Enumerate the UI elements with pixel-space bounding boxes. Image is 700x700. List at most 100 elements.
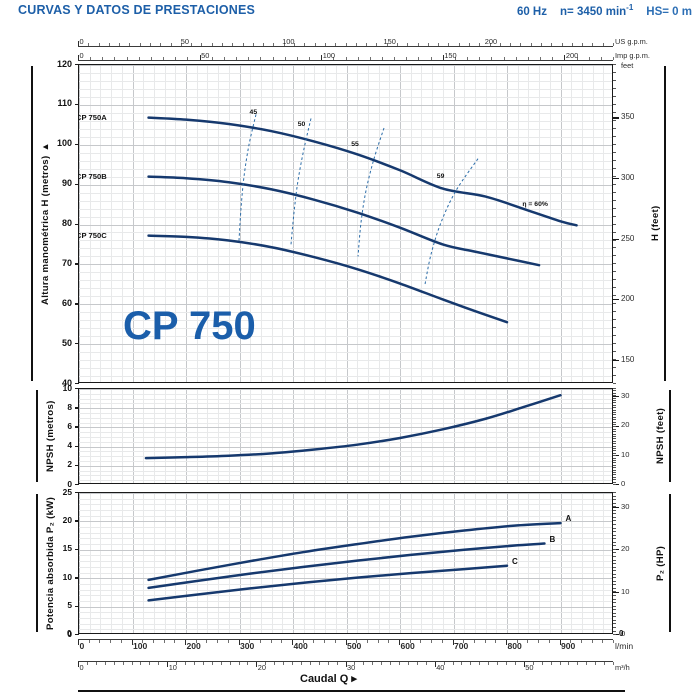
- head-right-ytick: 200: [621, 294, 635, 304]
- us-gpm-axis-tick: [520, 43, 522, 46]
- m3h-axis-tick: [550, 662, 552, 665]
- imp-gpm-axis-tick: [479, 57, 481, 60]
- imp-gpm-axis-tick: [150, 57, 152, 60]
- m3h-axis-tick: [443, 662, 445, 665]
- m3h-axis-tick: [78, 662, 79, 667]
- curve-cp-750a: [147, 116, 578, 227]
- lmin-axis-label: 300: [240, 640, 255, 651]
- us-gpm-axis-tick: [366, 43, 368, 46]
- power-curve-label-a: A: [565, 514, 572, 524]
- imp-gpm-axis-label: 150: [444, 51, 457, 60]
- us-gpm-axis-unit: US g.p.m.: [615, 37, 648, 46]
- imp-gpm-axis-tick: [515, 57, 517, 60]
- us-gpm-axis-tick: [201, 43, 203, 46]
- us-gpm-axis-tick: [232, 43, 234, 46]
- lmin-axis-tick: [110, 640, 112, 643]
- head-ytick: 60: [61, 297, 72, 308]
- us-gpm-axis-tick: [561, 43, 563, 46]
- us-gpm-axis-tick: [468, 43, 470, 46]
- lmin-axis-tick: [516, 640, 518, 643]
- imp-gpm-axis-tick: [564, 55, 566, 60]
- us-gpm-axis-label: 0: [79, 37, 84, 46]
- us-gpm-axis-tick: [571, 43, 573, 46]
- m3h-axis-tick: [274, 662, 276, 665]
- imp-gpm-axis-tick: [345, 57, 347, 60]
- imp-gpm-axis-tick: [321, 55, 323, 60]
- lmin-axis-tick: [195, 640, 197, 643]
- lmin-axis-tick: [142, 640, 144, 643]
- npsh-right-ytick: 10: [621, 449, 630, 459]
- m3h-axis-tick: [211, 662, 213, 665]
- efficiency-label-3: 59: [436, 172, 445, 180]
- head-right-ytick: 300: [621, 173, 635, 182]
- power-ytick: 25: [62, 486, 72, 497]
- imp-gpm-axis-tick: [138, 57, 140, 60]
- lmin-axis-tick: [473, 640, 475, 643]
- imp-gpm-axis-tick: [187, 57, 189, 60]
- us-gpm-axis-tick: [335, 43, 337, 46]
- npsh-ytick: 2: [67, 459, 72, 470]
- flow-axis-caption: Caudal Q ▸: [300, 672, 357, 685]
- lmin-axis-tick: [270, 640, 272, 643]
- m3h-axis-tick: [595, 662, 597, 665]
- m3h-axis-line: [78, 661, 613, 662]
- m3h-axis-label: 50: [525, 662, 534, 672]
- head-ytick: 90: [61, 178, 72, 189]
- head-ytick: 40: [61, 377, 72, 388]
- lmin-axis-label: 400: [293, 640, 308, 651]
- imp-gpm-axis-tick: [163, 57, 165, 60]
- us-gpm-axis-tick: [489, 43, 491, 46]
- us-gpm-axis-tick: [458, 43, 460, 46]
- power-right-ytick: 30: [621, 501, 630, 511]
- suction-head: HS= 0 m: [646, 5, 692, 18]
- feet-unit-label: feet: [621, 61, 634, 70]
- curve-c: [147, 564, 509, 602]
- frequency-value: 60 Hz: [516, 5, 547, 18]
- npsh-axis-rule: [36, 390, 38, 482]
- us-gpm-axis-tick: [551, 43, 553, 46]
- imp-gpm-axis-tick: [260, 57, 262, 60]
- head-ytick: 80: [61, 218, 72, 228]
- imp-gpm-axis-tick: [540, 57, 542, 60]
- power-zero-right: 0: [619, 629, 624, 638]
- m3h-axis-tick: [541, 662, 543, 665]
- lmin-axis-tick: [324, 640, 326, 643]
- lmin-axis-tick: [388, 640, 390, 643]
- power-axis-rule: [36, 494, 38, 632]
- lmin-axis-tick: [345, 640, 347, 645]
- m3h-axis-tick: [113, 662, 115, 665]
- lmin-axis-label: 500: [347, 640, 362, 651]
- imp-gpm-axis-tick: [527, 57, 529, 60]
- us-gpm-axis-tick: [191, 43, 193, 46]
- imp-gpm-axis-tick: [588, 57, 590, 60]
- model-watermark: CP 750: [123, 304, 256, 348]
- m3h-axis-tick: [390, 662, 392, 665]
- us-gpm-axis-tick: [592, 43, 594, 46]
- lmin-axis-tick: [602, 640, 604, 643]
- efficiency-iso-2: [357, 127, 385, 257]
- lmin-axis-tick: [559, 640, 561, 645]
- m3h-axis-tick: [568, 662, 570, 665]
- m3h-axis-tick: [86, 662, 88, 665]
- lmin-axis-tick: [484, 640, 486, 643]
- imp-gpm-axis-tick: [90, 57, 92, 60]
- m3h-axis-tick: [336, 662, 338, 665]
- us-gpm-axis-tick: [139, 43, 141, 46]
- imp-gpm-axis-tick: [296, 57, 298, 60]
- power-right-ytick: 20: [621, 544, 630, 554]
- m3h-axis-tick: [140, 662, 142, 665]
- imp-gpm-axis-tick: [418, 57, 420, 60]
- us-gpm-axis-tick: [98, 43, 100, 46]
- m3h-axis-tick: [381, 662, 383, 665]
- imp-gpm-axis-tick: [406, 57, 408, 60]
- m3h-axis-tick: [416, 662, 418, 665]
- m3h-axis-tick: [363, 662, 365, 665]
- us-gpm-axis-label: 100: [282, 37, 295, 46]
- imp-gpm-axis-tick: [78, 55, 79, 60]
- imp-gpm-axis-tick: [248, 57, 250, 60]
- us-gpm-axis-tick: [417, 43, 419, 46]
- lmin-axis-tick: [495, 640, 497, 643]
- power-ytick: 20: [62, 514, 72, 525]
- m3h-axis-tick: [407, 662, 409, 665]
